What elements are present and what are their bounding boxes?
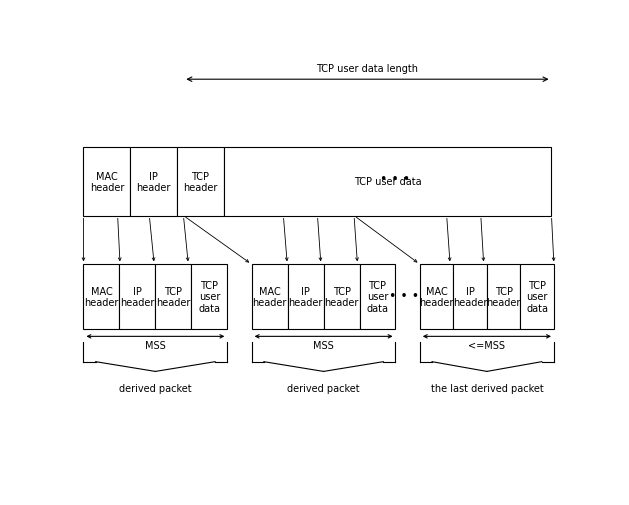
- Text: TCP user data: TCP user data: [354, 177, 421, 187]
- Bar: [323, 265, 360, 329]
- Text: MAC
header: MAC header: [90, 171, 124, 193]
- Bar: [224, 148, 552, 216]
- Bar: [130, 148, 177, 216]
- Text: TCP user data length: TCP user data length: [316, 64, 418, 74]
- Text: IP
header: IP header: [136, 171, 171, 193]
- Bar: [177, 148, 224, 216]
- Text: TCP
user
data: TCP user data: [198, 280, 220, 314]
- Text: TCP
user
data: TCP user data: [526, 280, 548, 314]
- Text: IP
header: IP header: [120, 286, 155, 308]
- Bar: [487, 265, 520, 329]
- Text: TCP
header: TCP header: [486, 286, 521, 308]
- Bar: [120, 265, 155, 329]
- Text: IP
header: IP header: [453, 286, 487, 308]
- Text: derived packet: derived packet: [287, 383, 360, 393]
- Text: • • •: • • •: [381, 173, 411, 186]
- Text: derived packet: derived packet: [119, 383, 192, 393]
- Text: MAC
header: MAC header: [84, 286, 119, 308]
- Text: MAC
header: MAC header: [252, 286, 287, 308]
- Bar: [252, 265, 287, 329]
- Bar: [520, 265, 554, 329]
- Bar: [191, 265, 227, 329]
- Text: MAC
header: MAC header: [420, 286, 454, 308]
- Bar: [287, 265, 323, 329]
- Text: • • •: • • •: [389, 289, 420, 302]
- Text: TCP
header: TCP header: [156, 286, 191, 308]
- Bar: [84, 148, 130, 216]
- Bar: [84, 265, 120, 329]
- Text: MSS: MSS: [145, 340, 166, 350]
- Bar: [155, 265, 191, 329]
- Text: the last derived packet: the last derived packet: [430, 383, 543, 393]
- Text: MSS: MSS: [313, 340, 334, 350]
- Bar: [360, 265, 396, 329]
- Text: TCP
header: TCP header: [183, 171, 218, 193]
- Bar: [420, 265, 454, 329]
- Text: TCP
user
data: TCP user data: [367, 280, 389, 314]
- Text: <=MSS: <=MSS: [469, 340, 505, 350]
- Text: IP
header: IP header: [289, 286, 323, 308]
- Text: TCP
header: TCP header: [325, 286, 359, 308]
- Bar: [454, 265, 487, 329]
